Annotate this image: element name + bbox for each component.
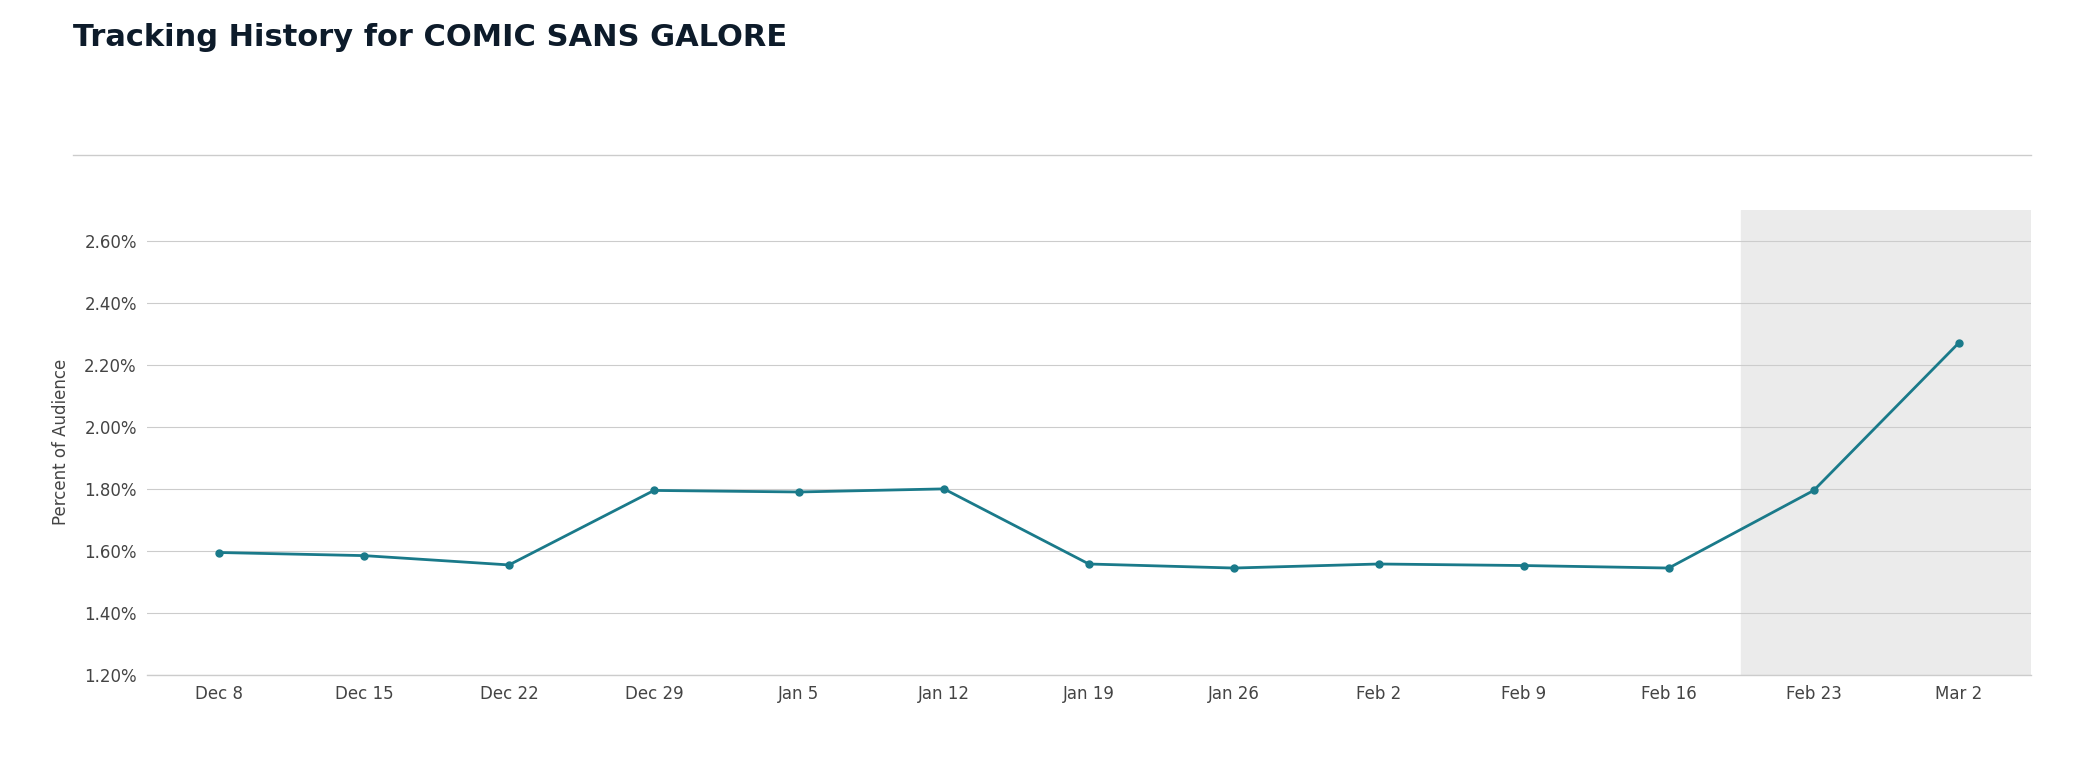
Y-axis label: Percent of Audience: Percent of Audience [52, 359, 71, 525]
Bar [1742, 210, 2052, 675]
Legend: Dates Currently Analyzing: Dates Currently Analyzing [155, 775, 423, 776]
Text: Tracking History for COMIC SANS GALORE: Tracking History for COMIC SANS GALORE [73, 23, 787, 52]
